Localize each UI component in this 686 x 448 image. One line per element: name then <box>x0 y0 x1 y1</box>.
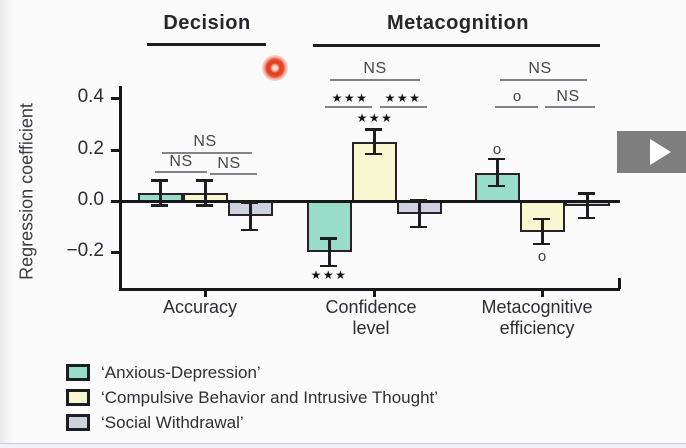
legend-item-compulsive-behavior: ‘Compulsive Behavior and Intrusive Thoug… <box>66 385 438 410</box>
error-bar-cap <box>533 217 550 221</box>
significance-ns: NS <box>363 60 387 77</box>
legend-label: ‘Social Withdrawal’ <box>101 412 244 432</box>
significance-stars: ★★★ <box>356 111 394 125</box>
x-axis-label-accuracy: Accuracy <box>162 297 238 317</box>
x-axis-line <box>119 288 620 291</box>
error-bar-line <box>418 199 421 228</box>
error-bar-cap <box>196 204 213 207</box>
significance-ns: NS <box>169 153 193 170</box>
significance-trend: o <box>537 248 547 265</box>
legend-label: ‘Compulsive Behavior and Intrusive Thoug… <box>101 387 439 407</box>
error-bar-cap <box>533 242 550 246</box>
significance-ns: NS <box>528 60 552 77</box>
x-axis-label-confidence-level: Confidence level <box>325 297 417 338</box>
error-bar-cap <box>410 198 427 202</box>
significance-stars: ★★★ <box>331 91 369 105</box>
metacognition-underline <box>313 44 600 47</box>
error-bar-cap <box>320 264 337 268</box>
y-axis-tick <box>111 97 120 101</box>
play-icon <box>650 139 671 165</box>
significance-stars: ★★★ <box>384 91 422 105</box>
x-axis-label-metacognitive-efficiency: Metacognitive efficiency <box>481 297 593 338</box>
significance-underline <box>325 106 372 108</box>
y-tick-label: 0.2 <box>77 137 104 159</box>
error-bar-line <box>159 180 162 207</box>
section-header-metacognition: Metacognition <box>386 12 530 34</box>
significance-underline <box>330 79 420 81</box>
y-axis-tick <box>111 200 120 203</box>
significance-trend: o <box>492 141 502 158</box>
y-tick-label: 0.4 <box>77 86 104 108</box>
error-bar-line <box>541 218 544 245</box>
significance-trend: o <box>512 88 522 105</box>
cursor-highlight-dot <box>262 55 288 81</box>
legend-swatch-compulsive-behavior <box>66 389 90 406</box>
error-bar-line <box>496 158 499 187</box>
significance-underline <box>495 106 538 108</box>
error-bar-cap <box>241 228 258 232</box>
error-bar-cap <box>320 237 337 240</box>
legend-swatch-social-withdrawal <box>66 414 90 431</box>
error-bar-line <box>204 180 207 207</box>
significance-underline <box>155 171 207 173</box>
error-bar-cap <box>488 157 505 161</box>
significance-underline <box>210 173 257 175</box>
y-tick-label: −0.2 <box>66 240 104 262</box>
legend: ‘Anxious-Depression’ ‘Compulsive Behavio… <box>66 360 438 435</box>
y-axis-line <box>119 86 122 290</box>
x-axis-endcap <box>618 278 621 289</box>
error-bar-line <box>586 193 589 219</box>
significance-underline <box>545 106 595 108</box>
error-bar-cap <box>151 179 168 182</box>
legend-label: ‘Anxious-Depression’ <box>101 362 261 382</box>
error-bar-cap <box>410 225 427 229</box>
y-axis-title: Regression coefficient <box>16 103 37 280</box>
legend-swatch-anxious-depression <box>66 364 90 381</box>
error-bar-cap <box>241 201 258 204</box>
play-button[interactable] <box>617 131 686 173</box>
significance-stars: ★★★ <box>310 268 348 282</box>
significance-underline <box>380 106 427 108</box>
y-tick-label: 0.0 <box>77 189 104 210</box>
significance-ns: NS <box>217 155 241 172</box>
error-bar-cap <box>365 128 382 131</box>
legend-item-social-withdrawal: ‘Social Withdrawal’ <box>66 410 438 435</box>
x-axis-tick <box>373 288 376 297</box>
y-axis-tick <box>111 148 120 152</box>
error-bar-line <box>249 202 252 231</box>
error-bar-cap <box>578 192 595 195</box>
error-bar-cap <box>488 184 505 188</box>
error-bar-cap <box>578 216 595 220</box>
x-axis-tick <box>204 288 207 297</box>
error-bar-line <box>373 129 376 155</box>
decision-underline <box>147 43 266 46</box>
significance-underline <box>162 152 252 154</box>
zero-line <box>119 200 620 203</box>
left-edge-shade <box>0 0 16 448</box>
error-bar-cap <box>151 204 168 207</box>
significance-underline <box>500 79 587 81</box>
legend-item-anxious-depression: ‘Anxious-Depression’ <box>66 360 438 385</box>
section-header-decision: Decision <box>163 12 251 34</box>
y-axis-tick <box>111 251 120 255</box>
x-axis-tick <box>541 288 544 297</box>
bottom-bar <box>0 444 686 448</box>
error-bar-line <box>328 238 331 267</box>
bottom-divider <box>0 443 686 444</box>
error-bar-cap <box>196 179 213 182</box>
significance-ns: NS <box>193 133 217 150</box>
error-bar-cap <box>365 152 382 156</box>
significance-ns: NS <box>556 88 580 105</box>
